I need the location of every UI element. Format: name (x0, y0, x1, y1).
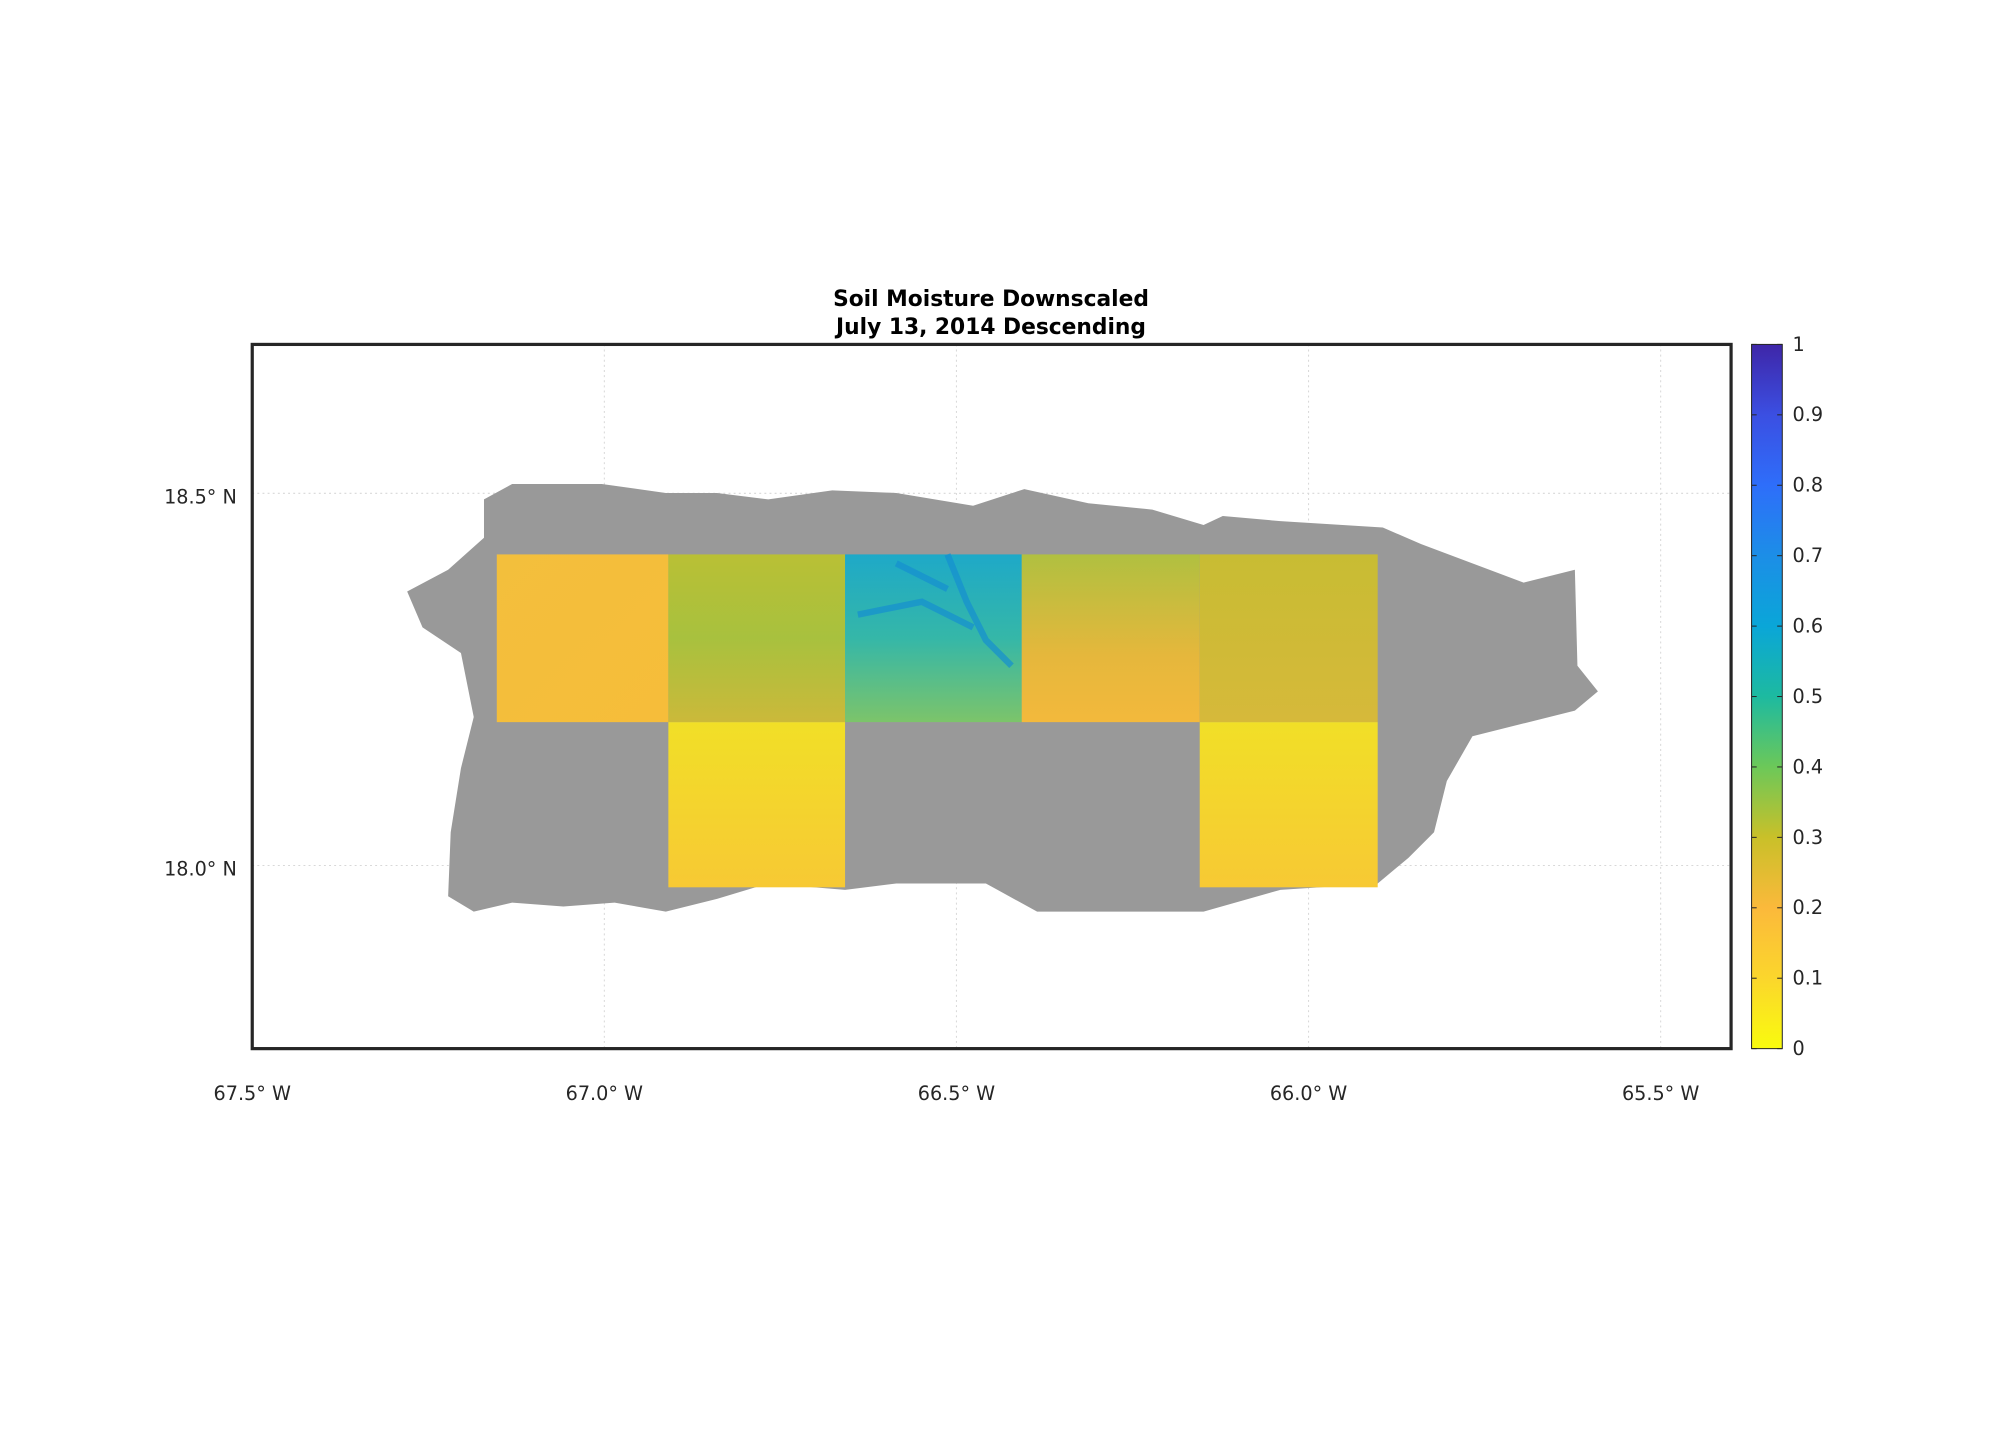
colorbar-tick-label: 0.9 (1793, 403, 1824, 426)
moisture-tile (496, 554, 669, 723)
colorbar-tick-label: 0.8 (1793, 474, 1824, 497)
moisture-tile (1021, 554, 1200, 723)
moisture-tile (668, 722, 846, 888)
title-line: July 13, 2014 Descending (834, 315, 1146, 340)
moisture-tile (1199, 722, 1378, 888)
y-tick-label: 18.0° N (164, 858, 237, 881)
tick-layer: 67.5° W 67.0° W 66.5° W 66.0° W 65.5° W 18.0°… (164, 333, 1823, 1105)
colorbar-tick-label: 0.2 (1793, 896, 1824, 919)
moisture-tile (668, 554, 846, 723)
colorbar-tick-label: 1 (1793, 333, 1805, 356)
axes-frame (250, 342, 1733, 1051)
x-tick-label: 67.5° W (214, 1082, 291, 1105)
moisture-streak (857, 553, 1014, 669)
island-layer (407, 483, 1598, 912)
title-line: Soil Moisture Downscaled (833, 287, 1149, 312)
colorbar-tick-label: 0.1 (1793, 967, 1824, 990)
x-tick-label: 67.0° W (566, 1082, 643, 1105)
colorbar-tick-label: 0.3 (1793, 826, 1824, 849)
x-tick-label: 66.5° W (918, 1082, 995, 1105)
x-tick-label: 66.0° W (1270, 1082, 1347, 1105)
colorbar-tick-label: 0.4 (1793, 755, 1824, 778)
y-tick-label: 18.5° N (164, 486, 237, 509)
colorbar-tick-label: 0.7 (1793, 544, 1824, 567)
moisture-tile (1199, 554, 1378, 723)
colorbar-tick-label: 0.5 (1793, 685, 1824, 708)
colorbar-tick-label: 0.6 (1793, 615, 1824, 638)
colorbar-tick-label: 0 (1793, 1037, 1805, 1060)
x-tick-label: 65.5° W (1622, 1082, 1699, 1105)
